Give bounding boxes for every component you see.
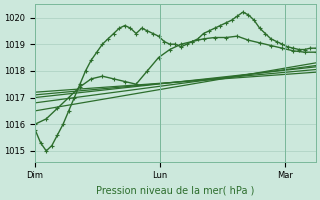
X-axis label: Pression niveau de la mer( hPa ): Pression niveau de la mer( hPa ) bbox=[96, 186, 255, 196]
